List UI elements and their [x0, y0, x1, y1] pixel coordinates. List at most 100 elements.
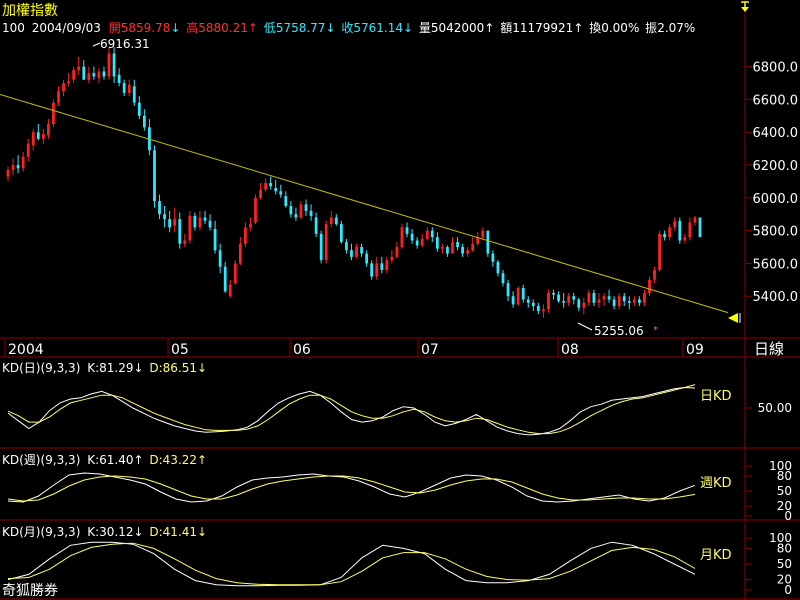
- candle-body: [173, 219, 177, 226]
- candle-body: [390, 256, 394, 261]
- candle-body: [334, 217, 338, 225]
- price-tick-labels: 5400.0 5600.0 5800.0 6000.0 6200.0 6400.0 6600…: [753, 61, 799, 306]
- kd-tick-label: 80: [777, 469, 792, 483]
- candle-body: [47, 124, 50, 136]
- candlestick-series: [6, 46, 702, 318]
- price-tick-label: 5800.0: [753, 225, 799, 240]
- candle-body: [168, 219, 172, 228]
- candle-body: [557, 294, 560, 302]
- candle-body: [673, 220, 677, 228]
- candle-body: [476, 237, 480, 244]
- kd-tick-label: 0: [784, 583, 792, 597]
- candle-body: [622, 296, 626, 302]
- kd-month-legend: KD(月)(9,3,3) K:30.12↓ D:41.41↓: [2, 525, 207, 539]
- candle-body: [380, 263, 384, 270]
- volume-label: 量: [419, 21, 431, 35]
- candle-body: [602, 296, 606, 300]
- candle-body: [142, 115, 146, 128]
- candle-body: [567, 296, 571, 303]
- frequency-label[interactable]: 日線: [754, 340, 784, 358]
- volume-arrow: ↑: [484, 21, 494, 35]
- kd-day-ticks: 50.00: [745, 401, 792, 415]
- price-tick-label: 6400.0: [753, 126, 799, 141]
- candle-body: [223, 266, 227, 292]
- candle-body: [188, 215, 192, 241]
- candle-body: [244, 227, 247, 244]
- star-marker: *: [653, 325, 658, 336]
- candle-body: [511, 296, 515, 305]
- candle-body: [400, 227, 404, 248]
- trendline-group: [0, 94, 729, 314]
- candle-body: [329, 217, 333, 225]
- candle-body: [415, 240, 419, 246]
- candle-body: [365, 253, 369, 264]
- kd-day-tag: 日KD: [700, 389, 732, 404]
- candle-body: [26, 143, 30, 157]
- candle-body: [284, 196, 288, 207]
- kd-day-k-label: K:: [87, 361, 99, 375]
- candle-body: [345, 242, 348, 251]
- candle-body: [526, 299, 530, 303]
- close-value: 5761.14: [353, 21, 403, 35]
- candle-body: [582, 302, 586, 308]
- kd-tick-label: 50.00: [758, 401, 792, 415]
- price-tick-label: 5400.0: [753, 290, 799, 305]
- down-arrow-icon[interactable]: [741, 1, 749, 12]
- candle-body: [233, 263, 237, 284]
- kd-tick-label: 80: [777, 541, 792, 555]
- candle-body: [309, 210, 313, 216]
- candle-body: [653, 269, 656, 280]
- candle-body: [496, 261, 500, 274]
- candle-body: [57, 91, 60, 103]
- price-tick-label: 6600.0: [753, 93, 799, 108]
- candle-body: [208, 220, 212, 228]
- candle-body: [612, 299, 616, 307]
- candle-body: [643, 292, 646, 303]
- candle-body: [183, 240, 187, 244]
- candle-body: [324, 224, 328, 261]
- candle-body: [405, 227, 409, 234]
- candle-body: [461, 247, 464, 254]
- candle-body: [542, 309, 545, 311]
- candle-body: [52, 102, 55, 125]
- candle-body: [259, 189, 262, 198]
- kd-month-tag: 月KD: [700, 548, 732, 563]
- candle-body: [385, 260, 389, 270]
- period-value: 100: [2, 21, 25, 35]
- candle-body: [117, 74, 121, 84]
- amplitude-value: 2.07%: [657, 21, 695, 35]
- candle-body: [11, 165, 15, 170]
- kd-week-k-value: 61.40: [99, 453, 133, 467]
- candle-body: [425, 230, 429, 239]
- candle-body: [97, 71, 101, 79]
- candle-body: [481, 230, 485, 238]
- month-label: 07: [421, 342, 439, 358]
- candle-body: [441, 247, 444, 249]
- low-label: 低: [264, 21, 276, 35]
- candle-body: [486, 230, 490, 254]
- candle-body: [178, 219, 182, 244]
- kd-week-lines: [7, 472, 696, 503]
- kd-day-d-value: 86.51: [163, 361, 197, 375]
- price-tick-label: 6800.0: [753, 61, 799, 76]
- kd-tick-label: 0: [784, 509, 792, 523]
- close-arrow: ↓: [403, 21, 413, 35]
- candle-body: [536, 306, 540, 311]
- candle-body: [228, 284, 232, 297]
- candle-body: [153, 150, 156, 202]
- candle-body: [420, 238, 424, 246]
- kd-week-tag: 週KD: [700, 476, 732, 491]
- d-line: [7, 475, 696, 502]
- candle-body: [693, 217, 697, 223]
- price-gridlines: [745, 66, 752, 297]
- quote-date: 2004/09/03: [32, 21, 101, 35]
- kd-week-title: KD(週)(9,3,3): [2, 453, 80, 467]
- open-value: 5859.78: [121, 21, 171, 35]
- candle-body: [501, 273, 505, 284]
- index-title: 加權指數: [2, 3, 58, 19]
- candle-body: [198, 217, 202, 228]
- month-tick-labels: 2004 05 06 07 08 09: [4, 338, 704, 358]
- candle-body: [521, 288, 525, 300]
